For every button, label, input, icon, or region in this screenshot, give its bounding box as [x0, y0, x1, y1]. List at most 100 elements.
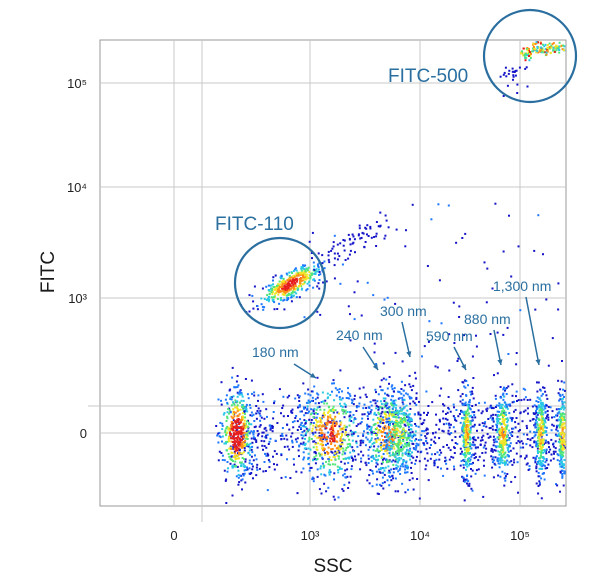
- event-dot: [383, 481, 386, 484]
- event-dot: [563, 415, 566, 418]
- event-dot: [250, 423, 253, 426]
- event-dot: [507, 455, 510, 458]
- event-dot: [463, 480, 466, 483]
- event-dot: [276, 288, 279, 291]
- event-dot: [377, 445, 380, 448]
- event-dot: [370, 426, 373, 429]
- event-dot: [464, 451, 466, 454]
- event-dot: [263, 417, 266, 420]
- event-dot: [469, 447, 472, 450]
- event-dot: [388, 418, 391, 421]
- event-dot: [245, 432, 248, 435]
- event-dot: [327, 458, 330, 461]
- event-dot: [239, 445, 242, 448]
- event-dot: [498, 430, 501, 433]
- event-dot: [562, 438, 565, 441]
- event-dot: [265, 299, 268, 301]
- event-dot: [429, 457, 432, 460]
- event-dot: [559, 437, 562, 440]
- event-dot: [404, 491, 407, 494]
- event-dot: [536, 406, 538, 409]
- event-dot: [483, 464, 485, 467]
- event-dot: [384, 448, 387, 451]
- event-dot: [353, 418, 356, 421]
- event-dot: [544, 441, 547, 444]
- event-dot: [461, 393, 464, 395]
- event-dot: [291, 445, 294, 448]
- event-dot: [391, 407, 394, 410]
- event-dot: [292, 458, 295, 461]
- event-dot: [399, 418, 402, 421]
- event-dot: [321, 447, 324, 450]
- event-dot: [489, 406, 492, 409]
- event-dot: [562, 451, 565, 454]
- event-dot: [401, 421, 404, 424]
- event-dot: [397, 439, 400, 441]
- event-dot: [500, 444, 503, 447]
- event-dot: [538, 425, 541, 427]
- event-dot: [497, 474, 500, 477]
- event-dot: [555, 426, 558, 429]
- event-dot: [315, 425, 318, 428]
- event-dot: [273, 308, 276, 311]
- event-dot: [230, 426, 233, 429]
- event-dot: [312, 480, 315, 483]
- event-dot: [289, 283, 292, 286]
- event-dot: [510, 418, 513, 421]
- event-dot: [498, 442, 501, 445]
- event-dot: [544, 43, 547, 46]
- event-dot: [560, 445, 562, 448]
- event-dot: [394, 456, 397, 458]
- event-dot: [498, 466, 501, 469]
- event-dot: [414, 371, 417, 374]
- event-dot: [387, 434, 389, 437]
- event-dot: [334, 444, 336, 447]
- event-dot: [323, 411, 326, 414]
- event-dot: [290, 287, 293, 290]
- event-dot: [394, 490, 397, 493]
- event-dot: [388, 422, 391, 425]
- event-dot: [535, 443, 538, 446]
- event-dot: [543, 386, 546, 389]
- event-dot: [351, 434, 354, 437]
- event-dot: [349, 313, 351, 316]
- event-dot: [235, 432, 238, 435]
- event-dot: [330, 450, 333, 453]
- event-dot: [333, 439, 336, 442]
- event-dot: [232, 441, 234, 443]
- event-dot: [529, 51, 531, 54]
- event-dot: [442, 417, 445, 420]
- event-dot: [362, 454, 365, 457]
- event-dot: [256, 434, 259, 437]
- event-dot: [461, 434, 464, 437]
- event-dot: [549, 448, 552, 451]
- event-dot: [294, 417, 297, 419]
- event-dot: [508, 412, 511, 415]
- event-dot: [243, 458, 246, 461]
- event-dot: [357, 453, 360, 456]
- event-dot: [215, 425, 218, 427]
- event-dot: [435, 423, 438, 426]
- event-dot: [399, 422, 402, 425]
- event-dot: [558, 418, 561, 421]
- event-dot: [240, 427, 243, 430]
- event-dot: [463, 334, 465, 337]
- annotation-arrow-head: [461, 364, 466, 370]
- event-dot: [247, 452, 250, 455]
- event-dot: [461, 402, 464, 405]
- event-dot: [409, 453, 412, 456]
- event-dot: [236, 420, 239, 423]
- event-dot: [326, 402, 329, 405]
- event-dot: [490, 455, 493, 458]
- event-dot: [332, 427, 335, 430]
- event-dot: [395, 464, 398, 467]
- event-dot: [232, 460, 234, 462]
- event-dot: [560, 425, 563, 428]
- event-dot: [482, 434, 485, 437]
- event-dot: [546, 48, 549, 51]
- event-dot: [326, 423, 329, 426]
- event-dot: [390, 433, 393, 436]
- event-dot: [562, 463, 565, 466]
- event-dot: [387, 428, 390, 431]
- event-dot: [490, 447, 493, 450]
